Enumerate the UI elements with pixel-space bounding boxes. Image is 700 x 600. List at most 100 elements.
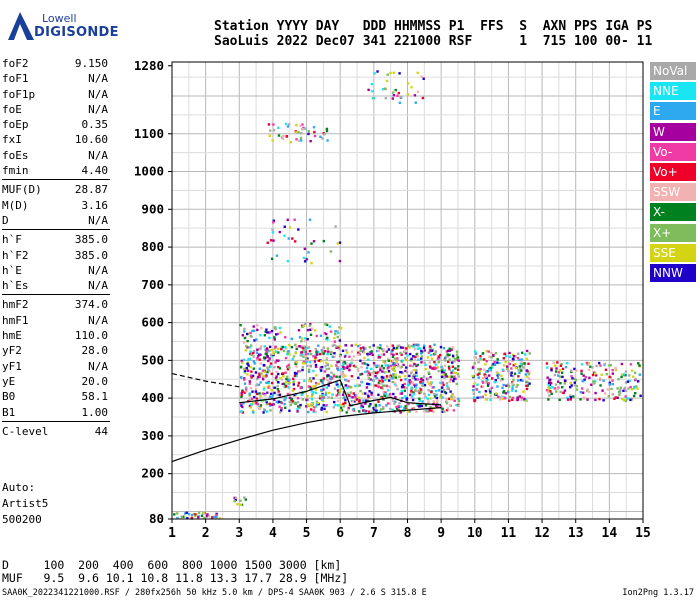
echo-point — [414, 101, 417, 104]
echo-point — [508, 362, 512, 366]
echo-point — [375, 349, 379, 353]
echo-point — [599, 384, 602, 387]
echo-point — [334, 225, 337, 228]
echo-point — [395, 384, 398, 388]
echo-point — [404, 405, 407, 408]
echo-point — [486, 378, 489, 382]
echo-point — [308, 379, 311, 383]
echo-point — [581, 391, 585, 394]
echo-point — [472, 396, 476, 399]
echo-point — [278, 393, 282, 397]
echo-point — [268, 357, 271, 360]
echo-point — [391, 377, 394, 380]
echo-point — [395, 362, 399, 365]
echo-point — [587, 390, 591, 394]
echo-point — [585, 389, 589, 392]
echo-point — [419, 357, 423, 360]
y-tick-label: 800 — [141, 239, 164, 254]
echo-point — [455, 353, 459, 356]
echo-point — [366, 354, 370, 357]
echo-point — [420, 391, 423, 394]
echo-point — [608, 364, 611, 367]
echo-point — [446, 407, 450, 410]
echo-point — [443, 364, 447, 367]
echo-point — [404, 369, 407, 373]
echo-point — [240, 394, 243, 397]
echo-point — [264, 394, 267, 397]
echo-point — [388, 392, 392, 396]
echo-point — [336, 389, 340, 392]
echo-point — [270, 348, 273, 352]
echo-point — [525, 384, 528, 388]
echo-point — [361, 405, 365, 408]
legend-item-vo: Vo+ — [650, 162, 696, 181]
echo-point — [365, 382, 369, 386]
echo-point — [457, 359, 460, 362]
echo-point — [406, 93, 410, 96]
echo-point — [371, 411, 375, 414]
header-labels: Station YYYY DAY DDD HHMMSS P1 FFS S AXN… — [214, 19, 653, 34]
echo-point — [365, 400, 368, 403]
echo-point — [570, 375, 573, 378]
echo-point — [312, 240, 316, 243]
echo-point — [343, 396, 346, 399]
echo-point — [351, 396, 354, 399]
echo-point — [447, 397, 451, 401]
echo-point — [592, 380, 595, 383]
echo-point — [477, 376, 480, 379]
echo-point — [387, 370, 391, 373]
echo-point — [259, 405, 263, 409]
echo-point — [482, 381, 485, 384]
echo-point — [359, 347, 363, 350]
echo-point — [525, 357, 529, 361]
echo-point — [453, 396, 456, 399]
echo-point — [447, 367, 451, 370]
echo-point — [366, 363, 370, 367]
echo-point — [379, 343, 382, 347]
echo-point — [584, 376, 587, 379]
echo-point — [292, 355, 296, 358]
echo-point — [377, 377, 380, 381]
echo-point — [520, 358, 524, 361]
echo-point — [415, 402, 419, 406]
echo-point — [271, 396, 274, 399]
echo-point — [410, 370, 413, 374]
echo-point — [382, 384, 385, 387]
param-value: 385.0 — [74, 233, 108, 247]
echo-point — [520, 360, 523, 364]
echo-point — [416, 378, 420, 381]
echo-point — [334, 403, 337, 407]
echo-point — [312, 355, 315, 358]
echo-point — [266, 366, 269, 369]
echo-point — [441, 381, 445, 385]
echo-point — [307, 346, 311, 349]
echo-point — [246, 373, 249, 376]
echo-point — [297, 131, 300, 134]
echo-point — [485, 398, 488, 401]
echo-point — [255, 392, 259, 396]
echo-point — [556, 361, 559, 364]
x-tick-label: 6 — [336, 526, 344, 541]
echo-point — [309, 353, 313, 356]
echo-point — [246, 362, 249, 366]
echo-point — [282, 375, 285, 378]
echo-point — [471, 374, 474, 378]
echo-point — [263, 392, 266, 396]
echo-point — [274, 361, 277, 364]
echo-point — [321, 394, 324, 397]
echo-point — [499, 396, 502, 399]
echo-point — [630, 369, 634, 372]
echo-point — [405, 366, 408, 369]
echo-point — [406, 410, 410, 413]
echo-point — [325, 129, 329, 133]
echo-point — [569, 381, 572, 385]
echo-point — [361, 409, 365, 412]
echo-point — [350, 361, 353, 365]
echo-point — [433, 366, 437, 369]
echo-point — [404, 395, 407, 398]
echo-point — [298, 336, 302, 339]
param-value: N/A — [88, 102, 108, 116]
echo-point — [421, 384, 424, 387]
echo-point — [248, 380, 252, 383]
param-name: h`Es — [2, 279, 29, 293]
